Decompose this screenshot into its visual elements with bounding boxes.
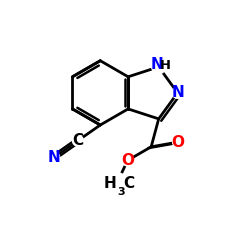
Text: H: H xyxy=(104,176,117,191)
Text: O: O xyxy=(121,153,134,168)
Text: C: C xyxy=(124,176,135,191)
Text: N: N xyxy=(150,58,163,72)
Circle shape xyxy=(122,155,133,166)
Circle shape xyxy=(106,173,128,195)
Circle shape xyxy=(172,88,183,98)
Circle shape xyxy=(72,135,83,146)
Text: 3: 3 xyxy=(117,187,125,197)
Text: C: C xyxy=(72,133,84,148)
Text: N: N xyxy=(171,85,184,100)
Text: O: O xyxy=(172,134,184,150)
Circle shape xyxy=(173,136,184,147)
Text: H: H xyxy=(160,59,171,72)
Circle shape xyxy=(49,152,60,163)
Text: N: N xyxy=(48,150,60,165)
Circle shape xyxy=(152,60,166,74)
